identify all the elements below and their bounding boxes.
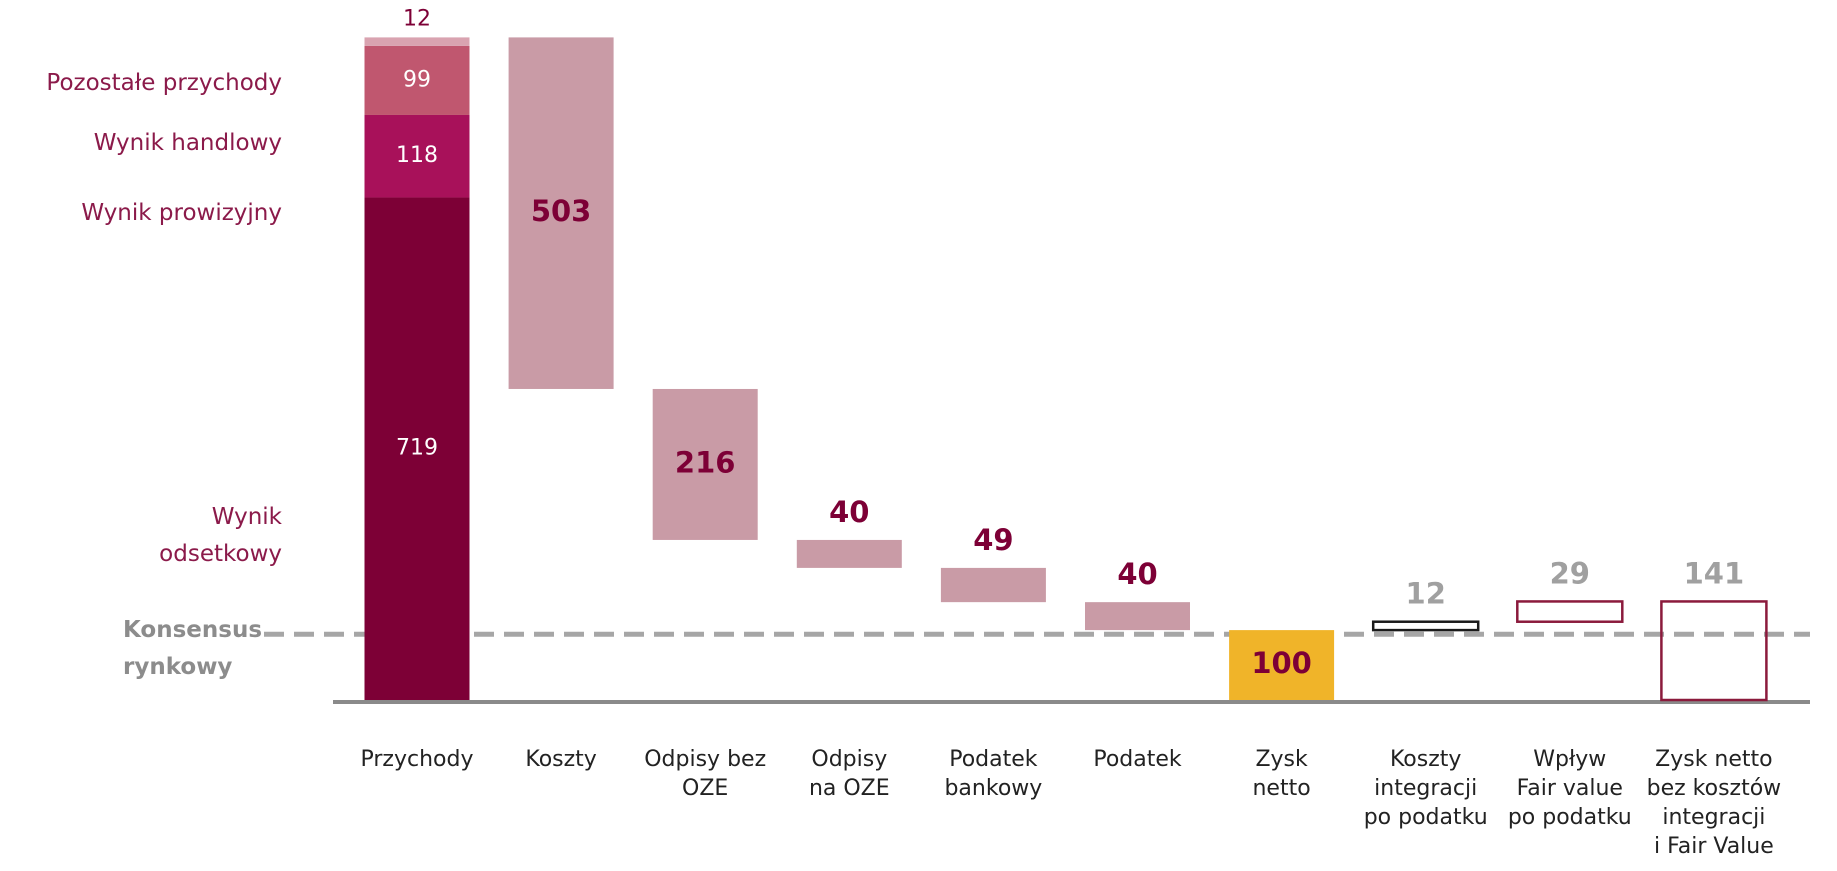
bar [1229, 630, 1335, 700]
data-label: 99 [403, 67, 431, 92]
x-tick-label: Odpisy bez OZE [644, 747, 767, 801]
bar [1085, 602, 1190, 631]
data-label: 100 [1251, 646, 1312, 680]
x-tick-label: Podatek [1093, 747, 1182, 772]
series-label: Wynik handlowy [93, 130, 282, 156]
bar [796, 539, 902, 568]
bar-segment [364, 45, 470, 115]
data-label: 216 [675, 445, 736, 479]
data-label: 503 [531, 194, 592, 228]
series-label: Pozostałe przychody [46, 70, 282, 96]
x-tick-label: Przychody [360, 747, 474, 772]
data-label: 118 [396, 143, 438, 168]
consensus-label: Konsensus rynkowy [123, 617, 263, 680]
x-tick-label: Wpływ Fair value po podatku [1507, 747, 1632, 830]
series-label: Wynik prowizyjny [81, 200, 282, 226]
data-label: 141 [1684, 556, 1745, 590]
data-label: 719 [396, 436, 438, 461]
bar [1660, 600, 1768, 702]
x-tick-label: Koszty [525, 747, 597, 772]
x-tick-label: Zysk netto [1252, 747, 1311, 801]
data-label: 40 [1117, 557, 1157, 591]
x-tick-label: Zysk netto bez kosztów integracji i Fair… [1646, 747, 1782, 859]
x-tick-label: Podatek bankowy [944, 747, 1043, 801]
data-label: 12 [403, 6, 431, 31]
series-label: Wynik odsetkowy [159, 504, 282, 567]
x-tick-label: Koszty integracji po podatku [1363, 747, 1488, 830]
data-label: 40 [829, 495, 869, 529]
x-tick-label: Odpisy na OZE [808, 747, 890, 801]
bar [652, 388, 758, 540]
data-label: 12 [1406, 577, 1446, 611]
bar-segment [364, 197, 470, 700]
bar-segment [364, 37, 470, 46]
bar [1371, 620, 1480, 632]
bar [1516, 600, 1624, 623]
data-label: 49 [973, 523, 1013, 557]
bar [508, 37, 614, 389]
bar-segment [364, 114, 470, 198]
bar [940, 567, 1046, 603]
data-label: 29 [1550, 556, 1590, 590]
